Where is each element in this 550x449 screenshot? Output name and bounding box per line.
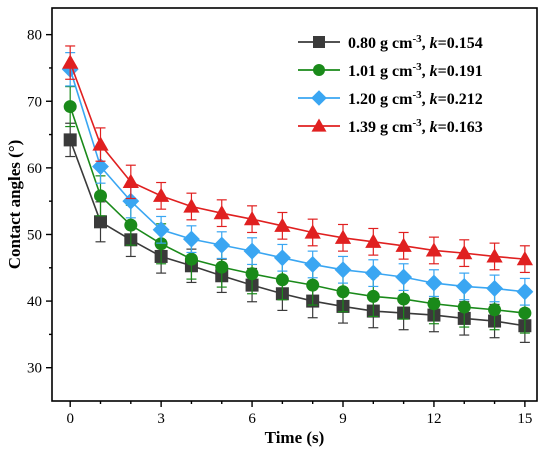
data-point — [273, 249, 291, 267]
legend-label: 1.20 g cm-3, k=0.212 — [348, 89, 483, 108]
data-point — [395, 237, 412, 252]
data-point — [457, 300, 471, 314]
legend-marker — [313, 64, 325, 76]
data-point — [94, 189, 107, 203]
data-point — [425, 242, 443, 257]
series-line — [69, 106, 525, 314]
data-point — [516, 250, 533, 266]
legend-label: 1.39 g cm-3, k=0.163 — [348, 117, 483, 136]
data-point — [274, 217, 291, 232]
data-point — [366, 289, 380, 303]
legend-entry-2: 1.20 g cm-3, k=0.212 — [298, 89, 483, 108]
x-tick-label: 0 — [66, 411, 74, 427]
data-point — [427, 297, 441, 311]
legend: 0.80 g cm-3, k=0.154 1.01 g cm-3, k=0.191… — [298, 33, 483, 136]
data-point — [334, 261, 352, 279]
data-point — [63, 133, 77, 147]
series-line — [69, 139, 525, 327]
legend-label: 0.80 g cm-3, k=0.154 — [348, 33, 483, 52]
y-tick-label: 80 — [27, 28, 42, 44]
x-tick-label: 12 — [426, 411, 441, 427]
data-point — [486, 248, 503, 263]
data-point — [306, 278, 320, 292]
y-tick-label: 40 — [27, 294, 42, 310]
data-point — [124, 218, 138, 232]
data-point — [243, 242, 261, 260]
data-point — [455, 277, 473, 295]
data-point — [395, 268, 413, 286]
legend-entry-1: 1.01 g cm-3, k=0.191 — [298, 61, 483, 80]
legend-entry-0: 0.80 g cm-3, k=0.154 — [298, 33, 483, 52]
data-point — [92, 136, 109, 151]
data-point — [486, 279, 504, 297]
x-axis-title: Time (s) — [265, 428, 325, 447]
data-point — [182, 230, 200, 248]
data-point — [184, 252, 198, 266]
data-point — [243, 211, 261, 226]
axes: 0 3 6 9 12 15 30 40 50 60 70 80 — [27, 7, 538, 427]
data-point — [516, 283, 534, 301]
data-point — [94, 215, 107, 229]
series-1 — [63, 85, 532, 334]
legend-marker — [311, 90, 327, 106]
y-tick-label: 50 — [27, 227, 42, 243]
x-tick-label: 15 — [517, 411, 532, 427]
x-tick-label: 3 — [157, 411, 165, 427]
data-point — [122, 173, 139, 188]
data-point — [275, 273, 289, 287]
data-point — [154, 237, 168, 251]
data-point — [304, 255, 322, 273]
data-point — [183, 198, 200, 213]
x-tick-label: 6 — [248, 411, 256, 427]
y-axis-title: Contact angles (°) — [5, 140, 24, 270]
data-point — [215, 260, 229, 274]
legend-marker — [313, 36, 325, 48]
x-tick-label: 9 — [339, 411, 347, 427]
data-point — [62, 54, 79, 69]
data-point — [245, 267, 259, 281]
series-2 — [61, 52, 534, 306]
series-line — [69, 69, 525, 293]
data-point — [364, 264, 382, 282]
legend-label: 1.01 g cm-3, k=0.191 — [348, 61, 483, 80]
data-point — [153, 187, 170, 202]
legend-marker — [311, 118, 327, 132]
data-point — [365, 233, 382, 248]
data-point — [456, 245, 473, 260]
data-point — [488, 303, 502, 317]
data-point — [336, 285, 350, 299]
data-point — [152, 221, 170, 239]
series-line — [69, 62, 525, 260]
plot-frame — [51, 7, 538, 402]
data-point — [334, 229, 352, 244]
data-point — [122, 192, 140, 210]
y-tick-label: 30 — [27, 361, 42, 377]
data-point — [63, 100, 77, 114]
data-point — [213, 205, 230, 220]
legend-entry-3: 1.39 g cm-3, k=0.163 — [298, 117, 483, 136]
y-tick-label: 70 — [27, 94, 42, 110]
data-point — [425, 274, 443, 292]
y-tick-label: 60 — [27, 161, 42, 177]
data-point — [213, 236, 231, 254]
data-point — [518, 306, 532, 320]
data-point — [92, 158, 109, 175]
data-point — [304, 224, 321, 239]
plot-area — [61, 45, 534, 343]
series-3 — [62, 45, 533, 274]
data-point — [397, 292, 411, 306]
